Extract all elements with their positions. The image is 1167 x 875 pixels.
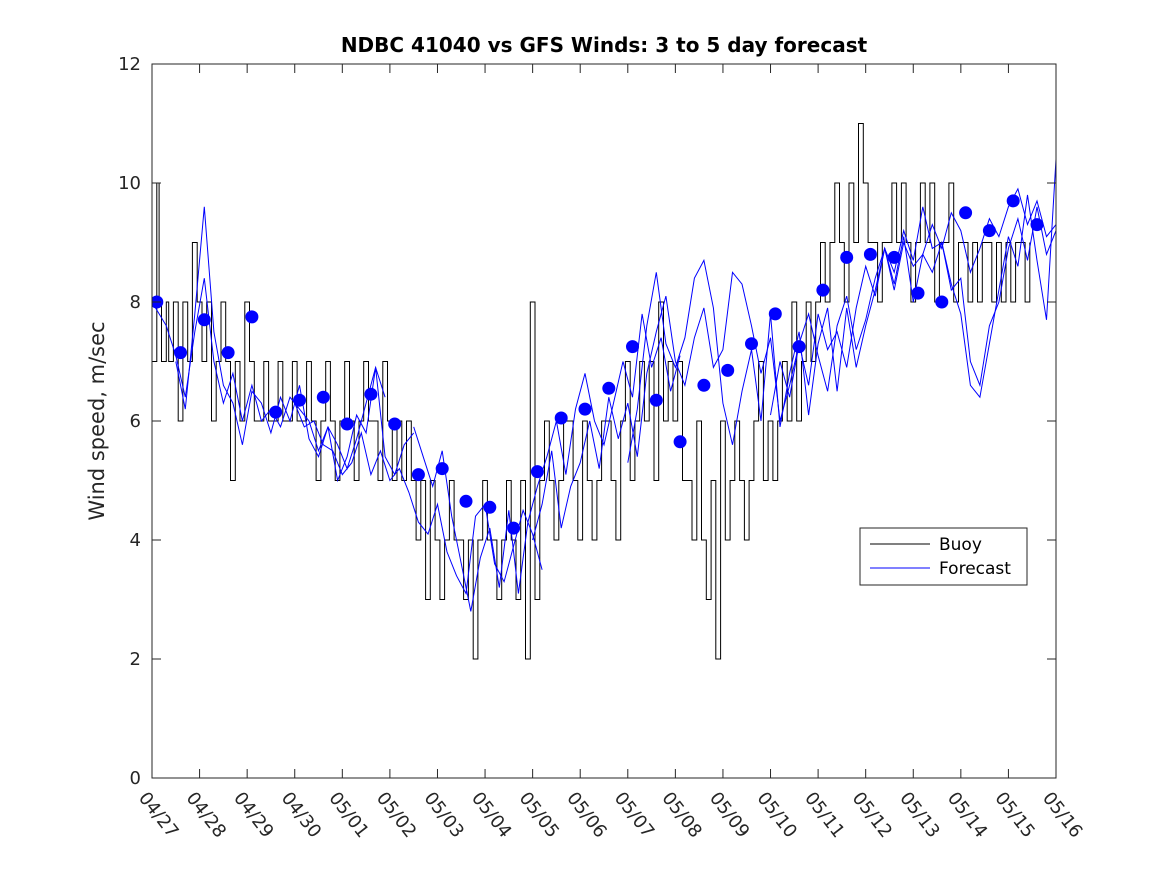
forecast-marker [649, 393, 663, 407]
forecast-marker [245, 310, 259, 324]
forecast-marker [1030, 218, 1044, 232]
forecast-marker [459, 494, 473, 508]
forecast-marker [554, 411, 568, 425]
legend-box [859, 527, 1028, 586]
forecast-marker [602, 381, 616, 395]
forecast-marker [435, 462, 449, 476]
forecast-marker [721, 363, 735, 377]
forecast-marker [863, 247, 877, 261]
legend-forecast-label: Forecast [939, 559, 1011, 579]
forecast-line-3 [413, 313, 681, 612]
forecast-marker [959, 206, 973, 220]
forecast-marker [911, 286, 925, 300]
forecast-line-4 [532, 187, 1056, 541]
y-tick-label: 10 [118, 173, 141, 194]
series-group [152, 123, 1056, 660]
forecast-marker [816, 283, 830, 297]
forecast-line-6 [770, 159, 1056, 416]
forecast-marker [269, 405, 283, 419]
legend: Buoy Forecast [859, 527, 1028, 586]
forecast-marker [745, 337, 758, 351]
forecast-marker [1006, 194, 1020, 208]
y-tick-label: 0 [130, 768, 141, 789]
forecast-marker [673, 435, 687, 449]
forecast-marker [197, 313, 211, 327]
forecast-marker [411, 468, 425, 482]
legend-buoy-label: Buoy [939, 535, 982, 555]
y-tick-label: 6 [130, 411, 141, 432]
forecast-marker [316, 390, 330, 404]
forecast-marker [887, 250, 901, 264]
y-tick-label: 12 [118, 54, 141, 75]
forecast-marker [935, 295, 949, 309]
y-axis-label: Wind speed, m/sec [85, 321, 109, 520]
forecast-marker [982, 224, 996, 238]
forecast-marker [792, 340, 806, 354]
forecast-marker [174, 346, 187, 360]
chart-title: NDBC 41040 vs GFS Winds: 3 to 5 day fore… [341, 33, 868, 57]
forecast-marker [483, 500, 497, 514]
y-tick-label: 2 [130, 649, 141, 670]
forecast-marker [530, 465, 544, 479]
forecast-marker [840, 250, 854, 264]
forecast-marker [221, 346, 235, 360]
forecast-marker [340, 417, 354, 431]
y-tick-label: 4 [130, 530, 141, 551]
forecast-marker [768, 307, 782, 321]
y-tick-label: 8 [130, 292, 141, 313]
forecast-marker [626, 340, 639, 354]
forecast-marker [578, 402, 592, 416]
forecast-marker [364, 387, 378, 401]
forecast-marker [697, 378, 711, 392]
forecast-marker [388, 417, 402, 431]
forecast-marker [507, 521, 521, 535]
forecast-marker [293, 393, 306, 407]
